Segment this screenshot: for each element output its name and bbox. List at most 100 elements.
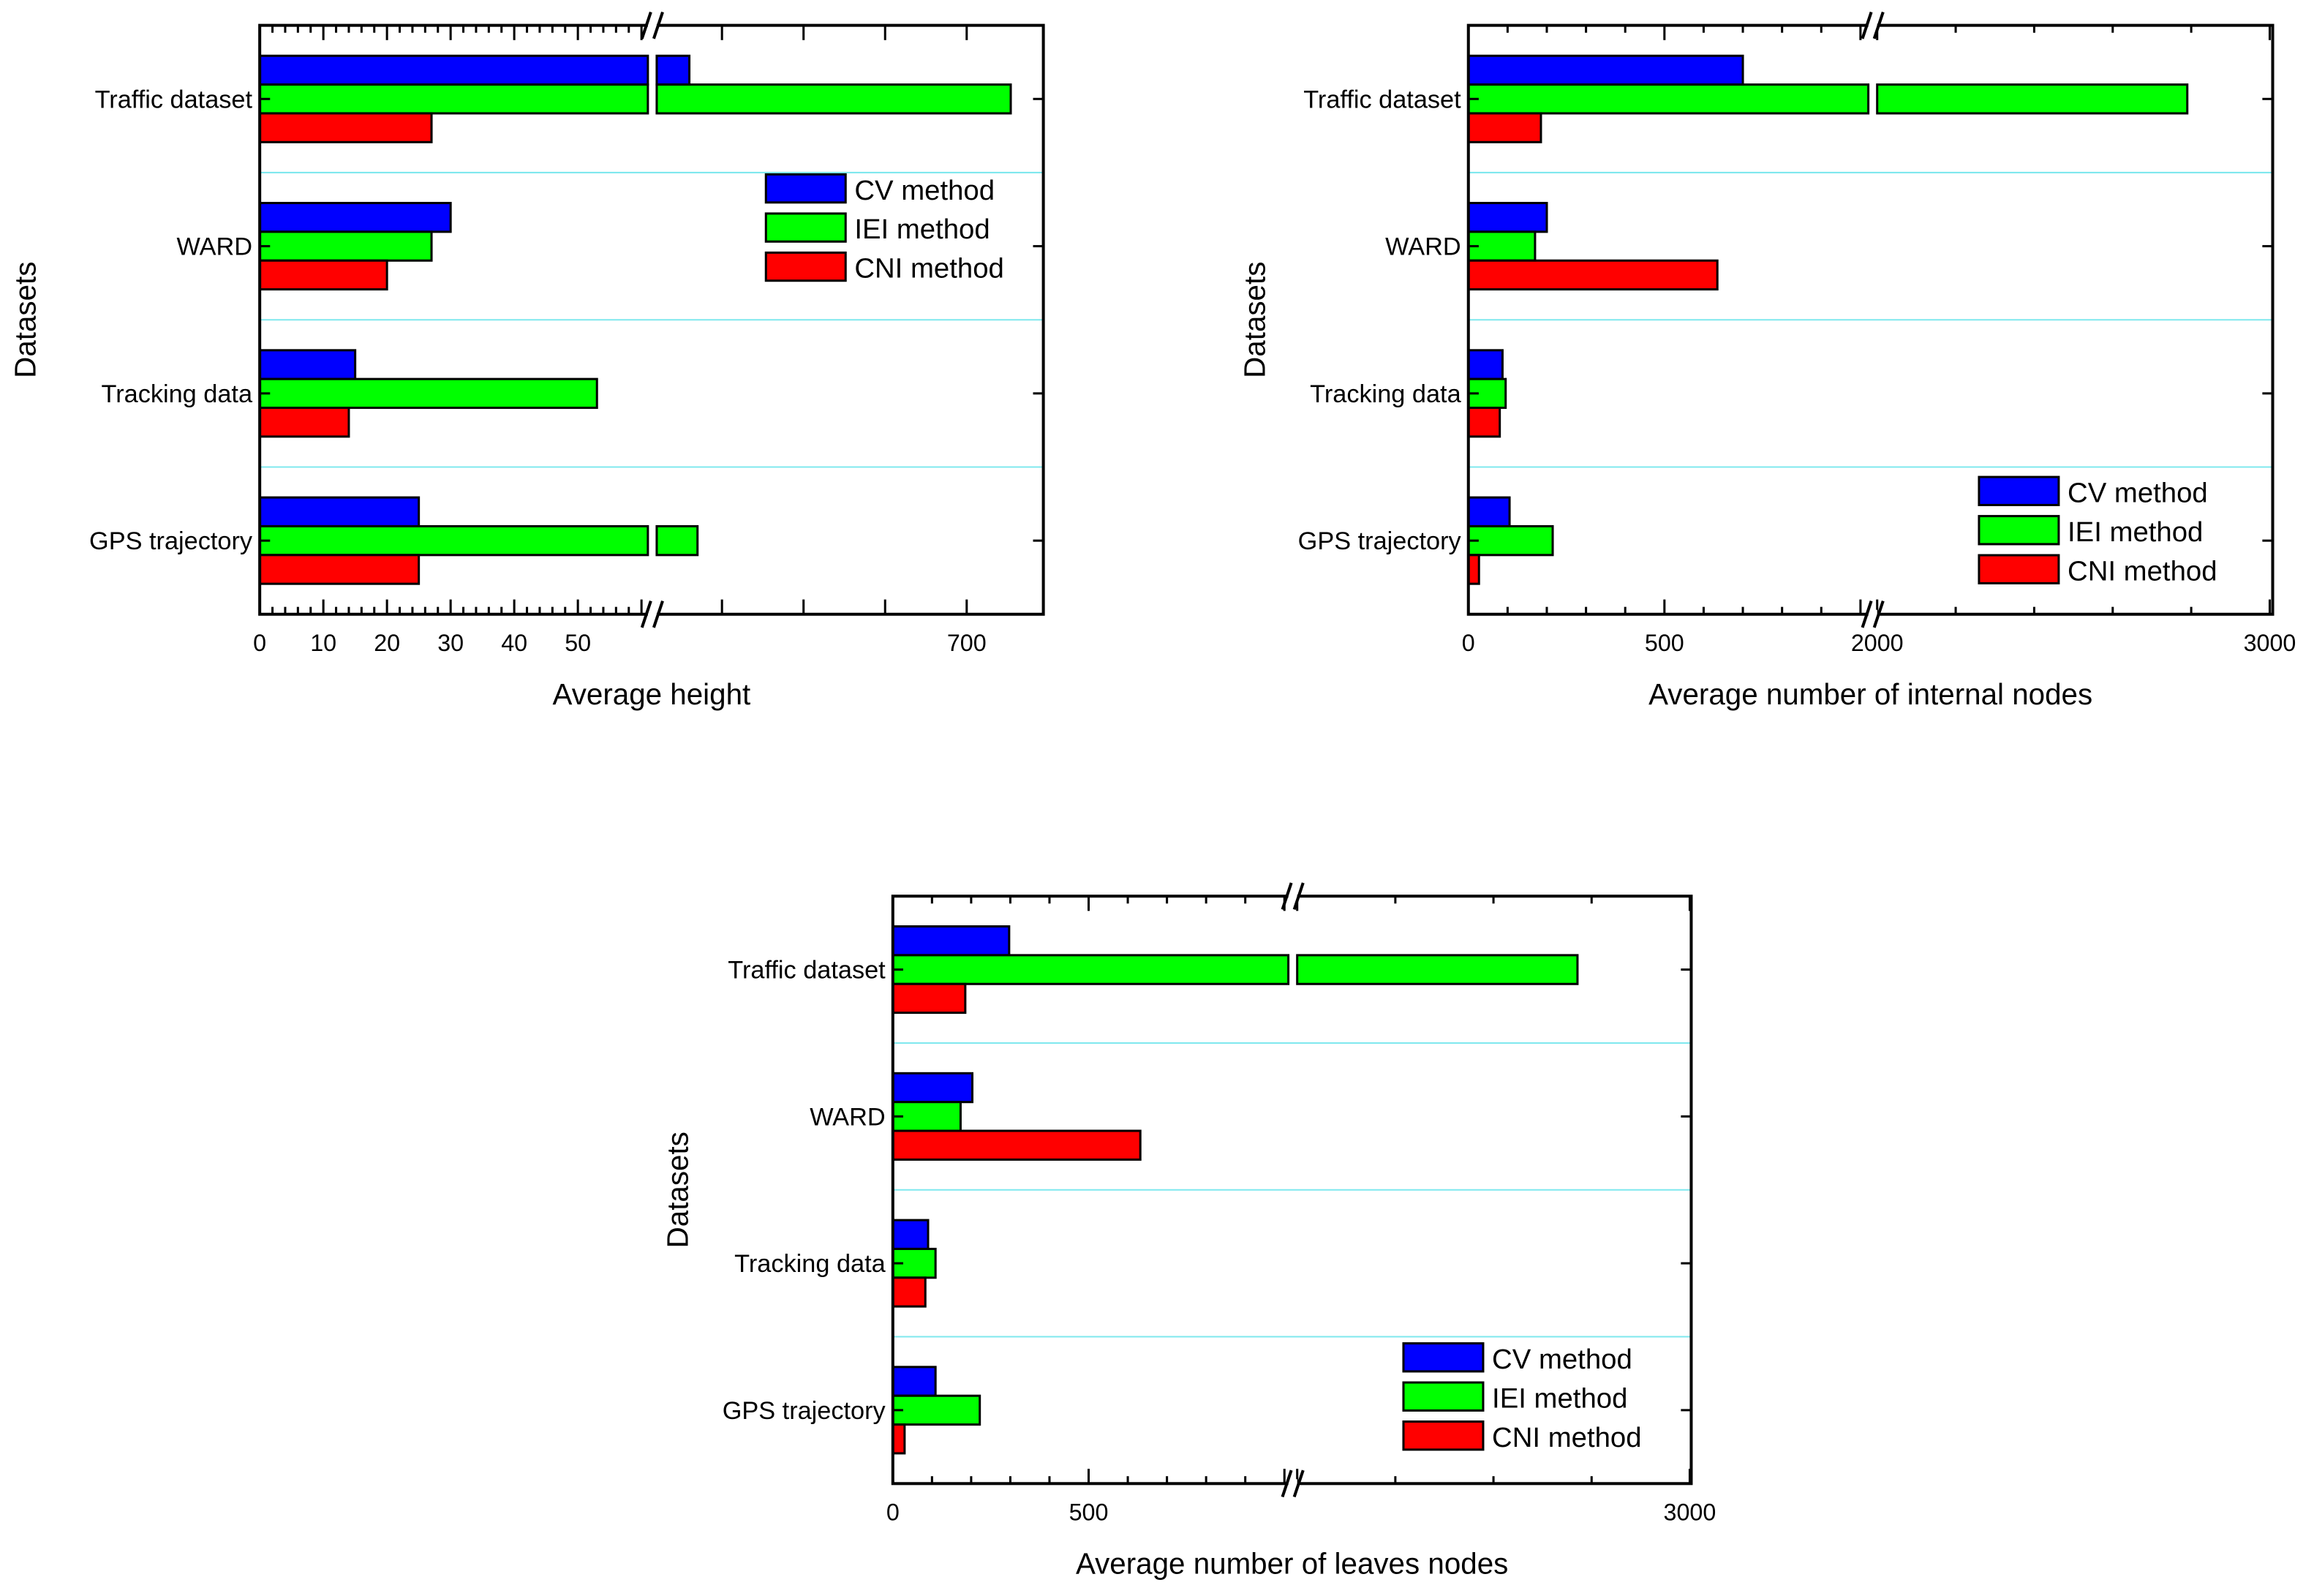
x-tick-label: 0 xyxy=(886,1499,900,1526)
bar-cni xyxy=(892,1423,906,1455)
bar-iei xyxy=(1467,83,1870,115)
x-tick-label: 0 xyxy=(1462,630,1475,656)
bar-cv xyxy=(1467,54,1744,86)
axis-break-gap xyxy=(1868,20,1877,30)
legend-swatch-iei xyxy=(764,212,847,243)
legend: CV method IEI method CNI method xyxy=(1402,1342,1642,1453)
category-label: GPS trajectory xyxy=(89,527,253,555)
legend-label: CNI method xyxy=(2068,555,2217,587)
bar-cv xyxy=(892,1219,930,1250)
axis-break-mark xyxy=(1292,882,1305,910)
legend-swatch-cni xyxy=(1402,1420,1485,1451)
bar-cni xyxy=(1467,112,1542,143)
axis-break-mark xyxy=(1281,1469,1293,1498)
bar-iei-continued xyxy=(1296,954,1579,985)
bar-cni xyxy=(1467,259,1719,291)
axis-break-mark xyxy=(1292,1469,1305,1498)
x-tick-label: 0 xyxy=(253,630,266,656)
axis-break-gap xyxy=(1288,1479,1297,1488)
axis-break-mark xyxy=(1872,600,1885,628)
chart-2: Traffic dataset WARD Tracking data GPS traj… xyxy=(1237,11,2296,711)
legend-label: CNI method xyxy=(1492,1422,1641,1453)
axis-break-gap xyxy=(647,609,657,619)
x-axis-title: Average height xyxy=(553,677,751,711)
bar-cv xyxy=(1467,202,1548,233)
bar-cni xyxy=(258,407,350,438)
bar-iei-continued xyxy=(1876,83,2189,115)
x-tick-label: 2000 xyxy=(1851,630,1904,656)
bar-cv xyxy=(892,1366,937,1397)
axis-break-gap xyxy=(1868,609,1877,619)
axis-break-mark xyxy=(1861,11,1873,39)
axis-break-mark xyxy=(1872,11,1885,39)
axis-break-mark xyxy=(640,11,652,39)
category-label: Tracking data xyxy=(1310,380,1461,408)
category-label: WARD xyxy=(1385,233,1461,261)
legend-label: CV method xyxy=(1492,1344,1632,1375)
bar-iei xyxy=(892,954,1290,985)
legend-label: IEI method xyxy=(1492,1382,1627,1414)
legend-label: CV method xyxy=(854,175,995,206)
category-label: Traffic dataset xyxy=(1303,86,1461,113)
x-axis-title: Average number of leaves nodes xyxy=(1076,1546,1508,1580)
legend-label: IEI method xyxy=(2068,516,2203,548)
bar-iei xyxy=(1467,524,1554,557)
legend: CV method IEI method CNI method xyxy=(764,173,1004,285)
bar-iei-continued xyxy=(655,83,1012,115)
bar-cni xyxy=(1467,407,1501,438)
bar-cv xyxy=(1467,496,1511,527)
chart-1: Traffic dataset WARD Tracking data GPS traj… xyxy=(8,11,1045,711)
x-tick-label: 10 xyxy=(310,630,336,656)
bar-cv xyxy=(258,496,421,527)
bar-iei xyxy=(258,524,649,557)
axis-break-mark xyxy=(652,600,664,628)
bar-cni xyxy=(892,982,967,1015)
bar-cv xyxy=(258,54,649,86)
x-tick-label: 3000 xyxy=(1664,1499,1716,1526)
legend-swatch-iei xyxy=(1402,1381,1485,1412)
axis-break-mark xyxy=(652,11,664,39)
legend-swatch-cv xyxy=(764,173,847,204)
axis-break-gap xyxy=(647,20,657,30)
bar-iei-continued xyxy=(655,524,699,557)
y-axis-title: Datasets xyxy=(8,262,42,378)
legend-swatch-cv xyxy=(1978,475,2060,506)
x-tick-label: 30 xyxy=(437,630,464,656)
category-label: GPS trajectory xyxy=(723,1397,886,1425)
bar-cni xyxy=(258,554,421,585)
x-tick-label: 700 xyxy=(947,630,987,656)
legend-swatch-iei xyxy=(1978,515,2060,546)
y-axis-title: Datasets xyxy=(1237,262,1271,378)
category-label: GPS trajectory xyxy=(1298,527,1462,555)
bar-cv xyxy=(258,349,357,380)
legend: CV method IEI method CNI method xyxy=(1978,475,2217,587)
bar-iei xyxy=(258,377,598,410)
x-tick-label: 20 xyxy=(374,630,400,656)
bar-cv xyxy=(258,202,452,233)
x-tick-label: 40 xyxy=(501,630,527,656)
legend-swatch-cni xyxy=(1978,554,2060,584)
y-axis-title: Datasets xyxy=(660,1132,694,1248)
x-tick-label: 500 xyxy=(1069,1499,1109,1526)
bar-iei xyxy=(892,1394,981,1426)
legend-label: CNI method xyxy=(854,253,1004,285)
legend-swatch-cni xyxy=(764,251,847,282)
chart-3: Traffic dataset WARD Tracking data GPS traj… xyxy=(660,882,1716,1580)
category-label: WARD xyxy=(810,1103,886,1131)
axis-break-mark xyxy=(1281,882,1293,910)
legend-swatch-cv xyxy=(1402,1342,1485,1373)
bar-iei xyxy=(258,83,649,115)
legend-label: CV method xyxy=(2068,477,2208,508)
bar-cni xyxy=(258,112,433,143)
x-tick-label: 500 xyxy=(1645,630,1684,656)
bar-iei xyxy=(258,230,433,262)
category-label: Traffic dataset xyxy=(728,957,886,985)
legend-label: IEI method xyxy=(854,214,990,245)
bar-cv xyxy=(892,1072,974,1104)
category-label: Tracking data xyxy=(734,1250,886,1278)
x-axis-title: Average number of internal nodes xyxy=(1648,677,2092,711)
category-label: Tracking data xyxy=(102,380,253,408)
axis-break-mark xyxy=(640,600,652,628)
bar-cv-continued xyxy=(655,54,691,86)
